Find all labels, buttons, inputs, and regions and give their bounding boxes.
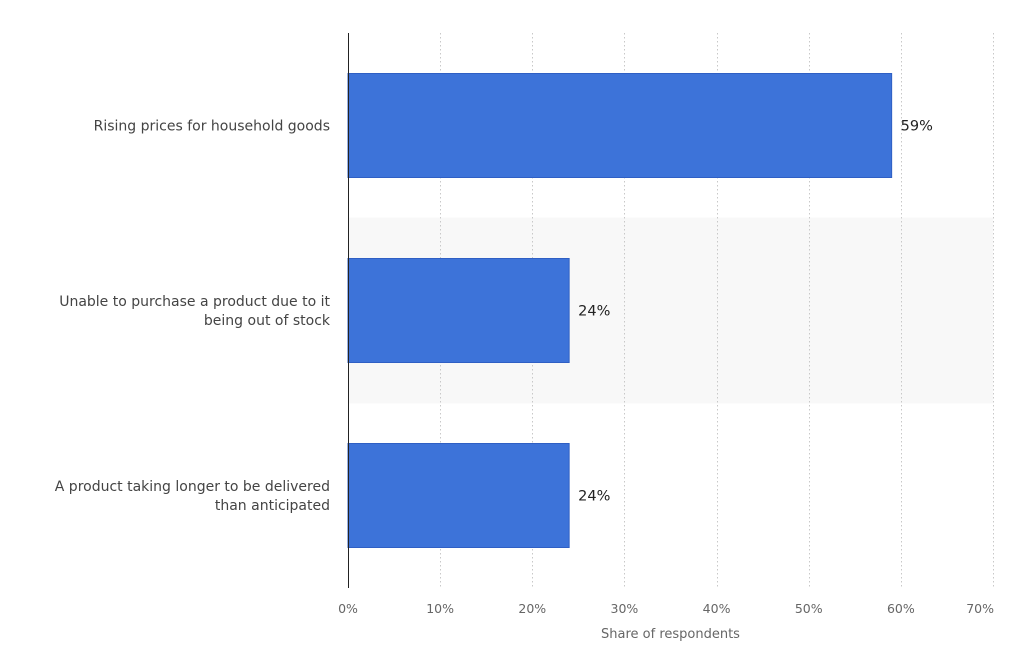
category-label: Unable to purchase a product due to it be…: [59, 294, 331, 329]
value-label: 24%: [578, 489, 610, 505]
category-labels: Rising prices for household goods Unable …: [55, 119, 331, 515]
bars: [347, 73, 893, 548]
category-label-line: than anticipated: [215, 498, 330, 514]
category-label-line: A product taking longer to be delivered: [55, 479, 330, 495]
x-tick-label: 70%: [966, 601, 994, 616]
x-tick-labels: 0% 10% 20% 30% 40% 50% 60% 70%: [338, 601, 994, 616]
value-labels: 59% 24% 24%: [578, 119, 933, 505]
x-tick-label: 20%: [518, 601, 546, 616]
x-tick-label: 10%: [426, 601, 454, 616]
category-label-line: Rising prices for household goods: [94, 119, 330, 135]
x-tick-label: 50%: [795, 601, 823, 616]
category-label: Rising prices for household goods: [94, 119, 330, 135]
category-label-line: being out of stock: [204, 313, 331, 329]
value-label: 24%: [578, 304, 610, 320]
bar: [347, 443, 570, 548]
x-tick-label: 40%: [703, 601, 731, 616]
x-tick-label: 0%: [338, 601, 358, 616]
x-axis-title: Share of respondents: [601, 627, 740, 642]
bar: [347, 258, 570, 363]
value-label: 59%: [901, 119, 933, 135]
x-tick-label: 60%: [887, 601, 915, 616]
category-label: A product taking longer to be delivered t…: [55, 479, 330, 514]
bar: [347, 73, 893, 178]
category-label-line: Unable to purchase a product due to it: [59, 294, 330, 310]
x-tick-label: 30%: [611, 601, 639, 616]
